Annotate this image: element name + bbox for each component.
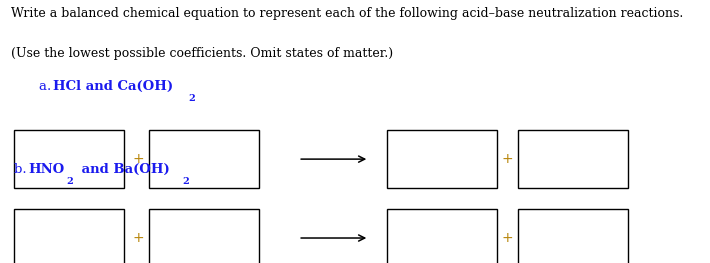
- Text: Write a balanced chemical equation to represent each of the following acid–base : Write a balanced chemical equation to re…: [11, 7, 683, 19]
- Bar: [14, 209, 124, 263]
- Text: 2: 2: [188, 94, 195, 103]
- Text: (Use the lowest possible coefficients. Omit states of matter.): (Use the lowest possible coefficients. O…: [11, 47, 393, 60]
- Bar: [518, 130, 628, 188]
- Text: a.: a.: [39, 80, 55, 93]
- Text: HNO: HNO: [28, 163, 65, 176]
- Text: and Ba(OH): and Ba(OH): [77, 163, 170, 176]
- Text: +: +: [133, 152, 144, 166]
- Text: 2: 2: [67, 177, 74, 186]
- Bar: [518, 209, 628, 263]
- Bar: [387, 209, 497, 263]
- Text: +: +: [133, 231, 144, 245]
- Text: +: +: [502, 231, 513, 245]
- Text: 2: 2: [182, 177, 190, 186]
- Text: b.: b.: [14, 163, 31, 176]
- Bar: [387, 130, 497, 188]
- Text: +: +: [502, 152, 513, 166]
- Text: HCl and Ca(OH): HCl and Ca(OH): [53, 80, 173, 93]
- Bar: [149, 130, 259, 188]
- Bar: [149, 209, 259, 263]
- Bar: [14, 130, 124, 188]
